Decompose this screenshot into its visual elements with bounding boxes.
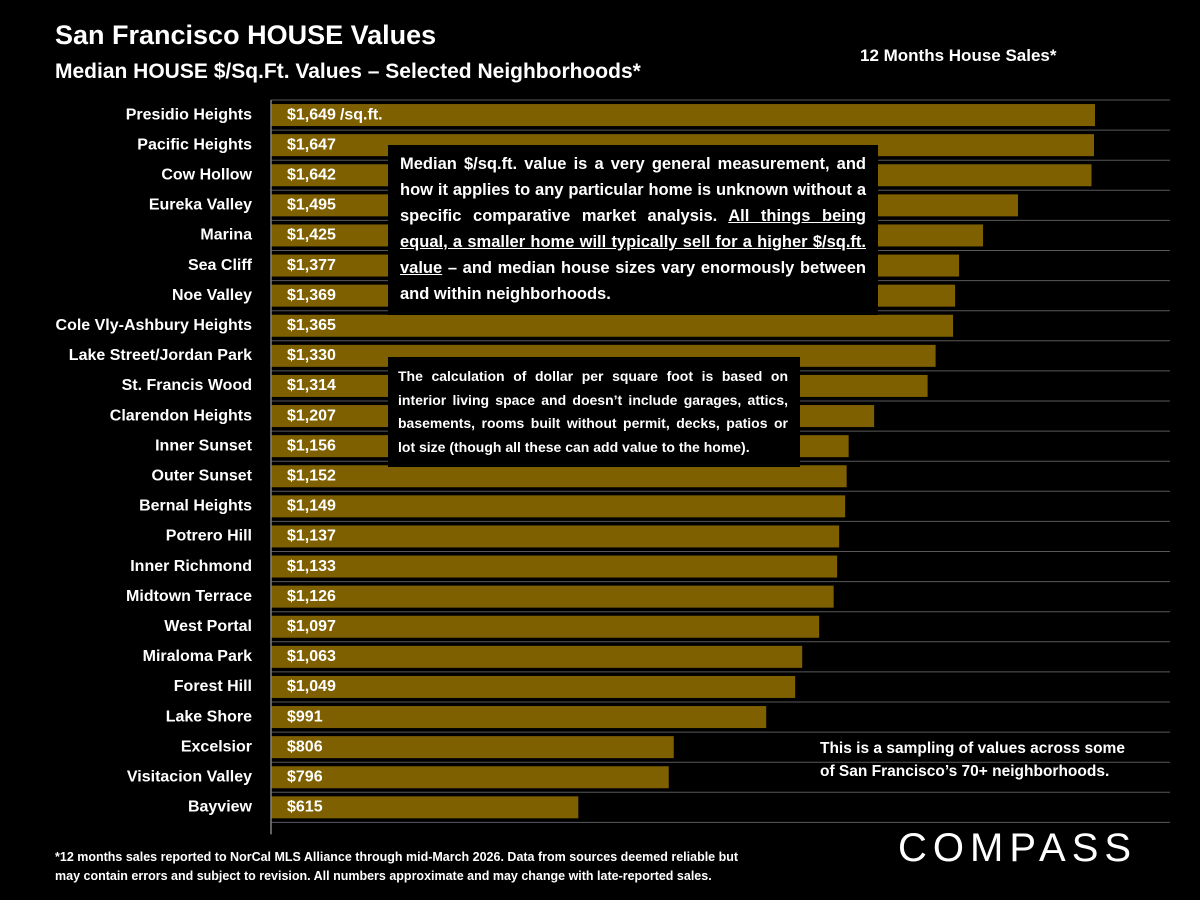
value-label: $1,314	[287, 377, 336, 394]
note-line: of San Francisco’s 70+ neighborhoods.	[820, 763, 1110, 780]
y-tick-label: Excelsior	[181, 738, 252, 755]
bar	[271, 585, 834, 608]
y-tick-label: Forest Hill	[174, 678, 252, 695]
value-label: $796	[287, 768, 323, 785]
note-underlined: All things being equal, a smaller home w…	[400, 207, 867, 277]
value-label: $1,642	[287, 166, 336, 183]
note-box: Median $/sq.ft. value is a very general …	[388, 145, 878, 315]
value-label: $1,425	[287, 227, 336, 244]
y-tick-label: Bernal Heights	[139, 498, 252, 515]
y-tick-label: Midtown Terrace	[126, 588, 252, 605]
value-label: $991	[287, 708, 323, 725]
period-label: 12 Months House Sales*	[860, 46, 1057, 65]
bar	[271, 314, 954, 337]
bar	[271, 465, 847, 488]
note-text: Median $/sq.ft. value is a very general …	[400, 155, 866, 225]
y-tick-label: West Portal	[164, 618, 252, 635]
y-tick-label: Presidio Heights	[126, 106, 252, 123]
value-label: $1,207	[287, 407, 336, 424]
value-label: $1,377	[287, 257, 336, 274]
value-label: $1,369	[287, 287, 336, 304]
footnote-line: *12 months sales reported to NorCal MLS …	[55, 850, 739, 864]
value-label: $1,097	[287, 618, 336, 635]
y-tick-label: Lake Street/Jordan Park	[69, 347, 252, 364]
y-tick-label: Eureka Valley	[149, 197, 252, 214]
value-label: $1,365	[287, 317, 336, 334]
footnote-line: may contain errors and subject to revisi…	[55, 869, 712, 883]
footnote: *12 months sales reported to NorCal MLS …	[55, 848, 738, 886]
chart-subtitle: Median HOUSE $/Sq.Ft. Values – Selected …	[55, 60, 641, 83]
y-tick-label: Potrero Hill	[166, 528, 252, 545]
value-label: $615	[287, 799, 323, 816]
y-tick-label: Lake Shore	[166, 708, 252, 725]
note-text: – and median house sizes vary enormously…	[400, 259, 866, 303]
bar	[271, 555, 838, 578]
note-text: The calculation of dollar per square foo…	[398, 368, 788, 455]
y-tick-label: Sea Cliff	[188, 257, 253, 274]
bar	[271, 706, 767, 729]
value-label: $1,126	[287, 588, 336, 605]
note-line: This is a sampling of values across some	[820, 740, 1125, 757]
y-tick-label: Cole Vly-Ashbury Heights	[56, 317, 253, 334]
unit-label: /sq.ft.	[340, 106, 383, 123]
value-label: $1,049	[287, 678, 336, 695]
value-label: $1,137	[287, 528, 336, 545]
bar	[271, 796, 579, 819]
value-label: $1,649	[287, 106, 336, 123]
value-label: $1,063	[287, 648, 336, 665]
y-tick-label: Clarendon Heights	[110, 407, 252, 424]
value-label: $1,330	[287, 347, 336, 364]
value-label: $1,156	[287, 437, 336, 454]
y-tick-label: Cow Hollow	[161, 166, 252, 183]
y-tick-label: Inner Richmond	[130, 558, 252, 575]
value-label: $1,647	[287, 136, 336, 153]
y-tick-label: Outer Sunset	[152, 467, 253, 484]
value-label: $806	[287, 738, 323, 755]
bar	[271, 104, 1095, 127]
bar	[271, 766, 669, 789]
bar	[271, 525, 840, 548]
bar	[271, 675, 796, 698]
bar	[271, 495, 846, 518]
value-label: $1,495	[287, 197, 336, 214]
sampling-note: This is a sampling of values across some…	[820, 737, 1125, 783]
logo: COMPASS	[898, 826, 1138, 870]
y-tick-label: Pacific Heights	[137, 136, 252, 153]
y-tick-label: Inner Sunset	[155, 437, 253, 454]
value-label: $1,152	[287, 467, 336, 484]
value-label: $1,149	[287, 498, 336, 515]
bar	[271, 645, 803, 668]
bar	[271, 615, 820, 638]
chart-title: San Francisco HOUSE Values	[55, 20, 437, 50]
y-tick-label: St. Francis Wood	[122, 377, 252, 394]
bar	[271, 736, 674, 759]
y-tick-label: Miraloma Park	[143, 648, 252, 665]
note-box: The calculation of dollar per square foo…	[388, 357, 800, 467]
value-label: $1,133	[287, 558, 336, 575]
y-tick-label: Visitacion Valley	[127, 768, 252, 785]
y-tick-label: Marina	[200, 227, 252, 244]
y-tick-label: Noe Valley	[172, 287, 252, 304]
y-tick-label: Bayview	[188, 799, 253, 816]
